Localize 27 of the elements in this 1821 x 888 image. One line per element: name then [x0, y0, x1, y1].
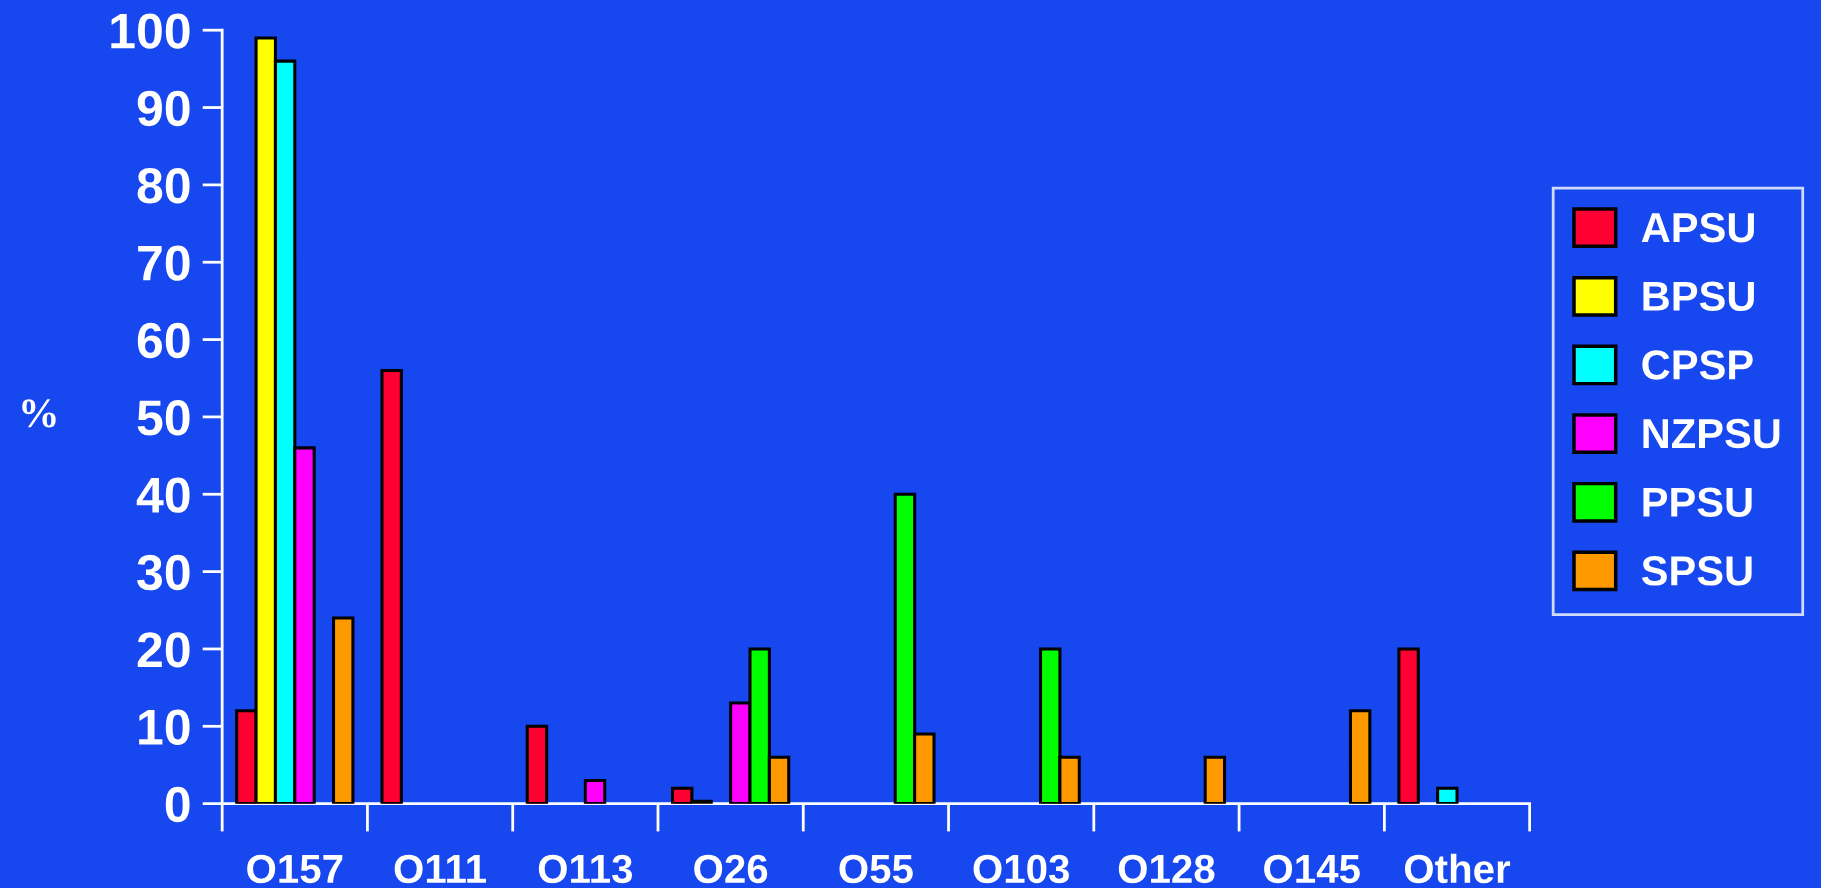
y-tick-label: 10	[139, 709, 190, 745]
x-tick-label: Other	[1404, 853, 1511, 884]
legend-label: APSU	[1641, 212, 1754, 243]
y-tick-label: 30	[137, 554, 190, 591]
legend-label: NZPSU	[1643, 418, 1780, 449]
x-tick-label: O111	[394, 854, 487, 884]
y-tick-label: 50	[137, 400, 190, 436]
x-tick-label: O103	[973, 854, 1069, 884]
legend-label: PPSU	[1643, 487, 1752, 517]
y-tick-label: 0	[165, 786, 190, 823]
x-tick-label: O128	[1118, 854, 1215, 884]
x-tick-label: O55	[839, 854, 913, 884]
legend-label: BPSU	[1643, 281, 1754, 312]
y-tick-label: 100	[111, 13, 190, 49]
y-tick-label: 80	[137, 168, 190, 204]
y-axis-title: %	[22, 399, 56, 428]
x-tick-label: O157	[247, 854, 343, 884]
legend-label: CPSP	[1642, 350, 1753, 380]
x-tick-label: O145	[1264, 854, 1360, 884]
x-tick-label: O113	[538, 854, 633, 884]
y-tick-label: 70	[138, 245, 190, 281]
y-tick-label: 90	[137, 90, 190, 127]
legend-label: SPSU	[1641, 556, 1752, 586]
x-tick-label: O26	[694, 854, 768, 884]
y-tick-label: 20	[137, 632, 190, 668]
y-tick-label: 40	[136, 477, 190, 513]
y-tick-label: 60	[137, 322, 190, 359]
